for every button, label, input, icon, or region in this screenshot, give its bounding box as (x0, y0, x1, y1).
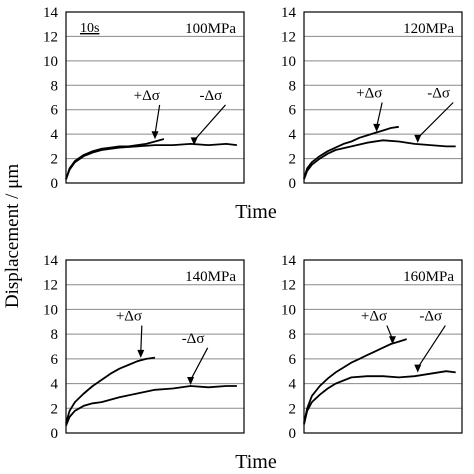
x-axis-label: Time (235, 451, 277, 473)
tick-label: 8 (51, 78, 59, 94)
annotation-arrow-line (417, 325, 446, 369)
tick-label: 4 (51, 127, 59, 143)
panel-title: 100MPa (185, 21, 236, 37)
tick-label: 8 (289, 327, 297, 343)
tick-label: 6 (289, 352, 297, 368)
tick-label: 4 (289, 377, 297, 393)
tick-label: 0 (51, 426, 59, 442)
series-line (303, 338, 407, 424)
tick-label: 8 (51, 327, 59, 343)
chart-panel: 0 2 4 6 8 10 12 14 160MPa +Δσ -Δσ (281, 253, 463, 442)
series-line (303, 370, 456, 425)
tick-label: 10 (281, 302, 296, 318)
tick-label: 10 (43, 302, 58, 318)
annotation-arrow-line (193, 104, 226, 141)
tick-label: 0 (51, 176, 59, 192)
tick-label: 12 (43, 278, 58, 294)
tick-label: 12 (281, 278, 296, 294)
annotation-label: -Δσ (419, 309, 442, 325)
tick-label: 14 (43, 253, 59, 269)
annotation-arrow-head (187, 377, 195, 386)
annotation-arrow-line (417, 102, 454, 139)
series-line (65, 385, 237, 426)
tick-label: 6 (289, 103, 297, 119)
plot-frame (65, 11, 245, 184)
tick-label: 12 (281, 29, 296, 45)
tick-label: 6 (51, 103, 59, 119)
tick-label: 0 (289, 426, 297, 442)
series-line (65, 138, 165, 180)
figure-ylabel: Displacement / μm (2, 164, 23, 308)
time-scale-label: 10s (80, 21, 99, 36)
tick-label: 2 (289, 152, 297, 168)
annotation-label: -Δσ (182, 331, 205, 347)
plot-frame (65, 259, 245, 434)
chart-panel: 0 2 4 6 8 10 12 14 100MPa 10s +Δσ -Δσ Time (43, 5, 277, 223)
annotation-arrow-head (373, 123, 381, 132)
tick-label: 14 (281, 253, 297, 269)
tick-label: 4 (289, 127, 297, 143)
chart-panel: 0 2 4 6 8 10 12 14 140MPa +Δσ -Δσ Time (43, 253, 277, 473)
annotation-label: +Δσ (116, 309, 142, 325)
annotation-label: +Δσ (134, 88, 160, 104)
tick-label: 2 (51, 152, 59, 168)
tick-label: 14 (43, 5, 59, 21)
series-line (65, 356, 156, 424)
chart-panel: 0 2 4 6 8 10 12 14 120MPa +Δσ -Δσ (281, 5, 463, 192)
tick-label: 2 (289, 401, 297, 417)
annotation-arrow-head (388, 336, 396, 345)
panel-title: 140MPa (185, 269, 236, 285)
x-axis-label: Time (235, 201, 277, 223)
tick-label: 14 (281, 5, 297, 21)
panels: 0 2 4 6 8 10 12 14 100MPa 10s +Δσ -Δσ Time 0 2 4 6 8 10 12 1… (43, 5, 463, 473)
series-line (65, 143, 238, 180)
tick-label: 12 (43, 29, 58, 45)
annotation-label: -Δσ (200, 88, 223, 104)
tick-label: 0 (289, 176, 297, 192)
tick-label: 2 (51, 401, 59, 417)
panel-title: 120MPa (403, 21, 454, 37)
tick-label: 4 (51, 377, 59, 393)
annotation-arrow-line (154, 104, 161, 135)
tick-label: 10 (43, 54, 58, 70)
annotation-arrow-head (151, 131, 159, 140)
annotation-arrow-head (190, 137, 198, 146)
series-line (303, 139, 456, 180)
panel-title: 160MPa (403, 269, 454, 285)
tick-label: 8 (289, 78, 297, 94)
plot-frame (303, 11, 463, 184)
plot-frame (303, 259, 463, 434)
tick-label: 6 (51, 352, 59, 368)
annotation-arrow-head (414, 364, 422, 373)
annotation-arrow-line (190, 347, 209, 381)
annotation-label: -Δσ (427, 86, 450, 102)
annotation-arrow-head (414, 134, 422, 143)
annotation-arrow-line (140, 325, 143, 353)
annotation-arrow-head (137, 349, 145, 358)
annotation-arrow-line (376, 102, 383, 128)
annotation-label: +Δσ (356, 86, 382, 102)
series-line (303, 125, 399, 179)
tick-label: 10 (281, 54, 296, 70)
annotation-label: +Δσ (361, 309, 387, 325)
